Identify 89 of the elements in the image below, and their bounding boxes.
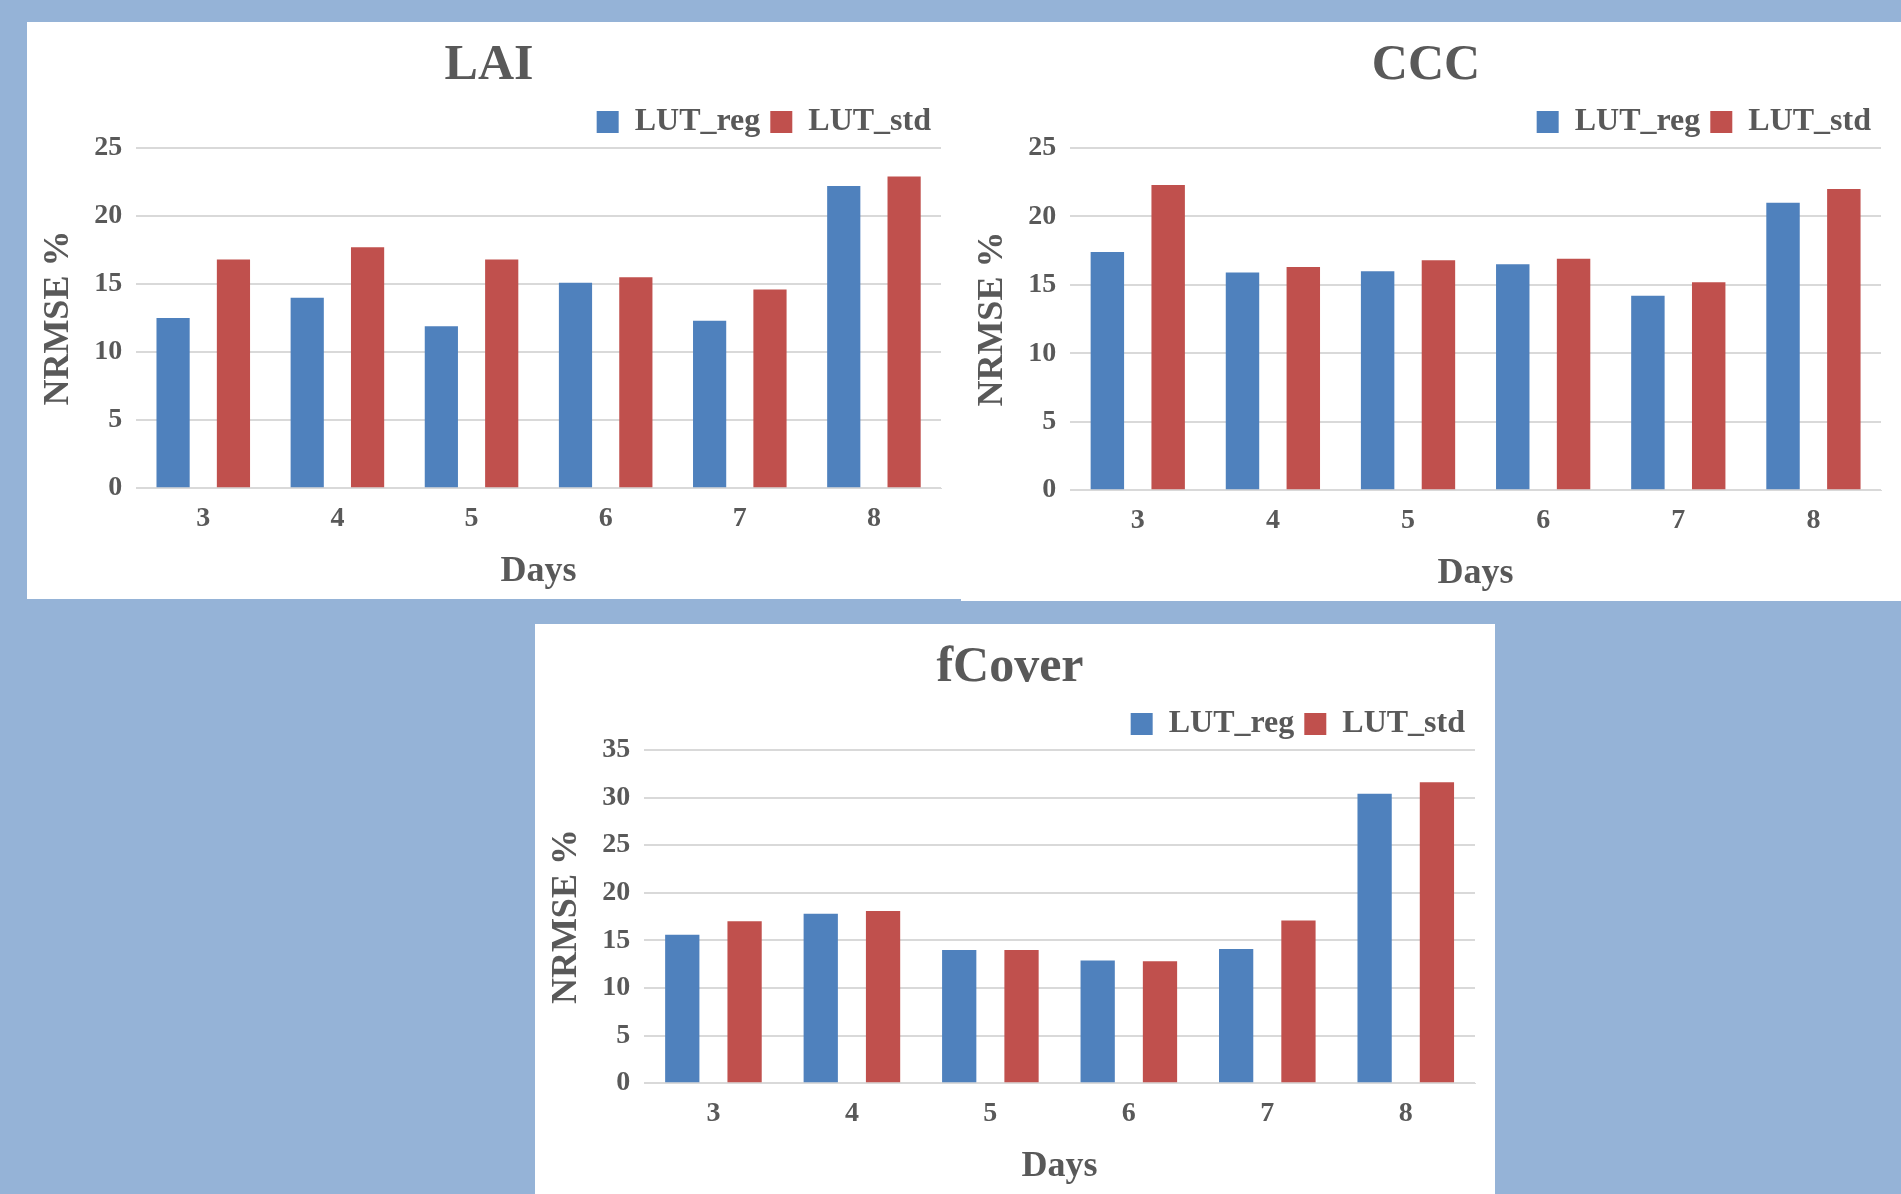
bar xyxy=(216,259,251,488)
x-tick-label: 6 xyxy=(1121,1096,1136,1128)
bar xyxy=(1080,960,1115,1083)
bar xyxy=(1421,260,1456,490)
bar xyxy=(156,318,190,488)
bar xyxy=(1691,282,1726,490)
bar xyxy=(1151,184,1185,490)
y-tick-label: 10 xyxy=(1028,335,1057,367)
x-tick-label: 7 xyxy=(1260,1096,1275,1128)
bar xyxy=(1556,258,1591,490)
y-tick-label: 15 xyxy=(1028,267,1057,299)
y-tick-label: 0 xyxy=(616,1065,631,1097)
legend-label: LUT_reg xyxy=(1574,101,1701,138)
bar xyxy=(1219,948,1254,1083)
bar xyxy=(753,289,787,488)
y-axis-title: NRMSE % xyxy=(969,231,1010,407)
x-tick-label: 5 xyxy=(1401,503,1416,535)
x-tick-label: 4 xyxy=(844,1096,859,1128)
x-axis-title: Days xyxy=(1437,550,1514,591)
bar xyxy=(1419,782,1455,1083)
x-tick-label: 4 xyxy=(330,501,345,533)
x-axis-title: Days xyxy=(1021,1143,1098,1184)
y-tick-label: 25 xyxy=(1028,130,1057,162)
x-tick-label: 6 xyxy=(1536,503,1551,535)
bar xyxy=(1496,264,1530,490)
bar xyxy=(803,913,838,1083)
legend-label: LUT_reg xyxy=(634,101,761,138)
bar xyxy=(1286,267,1321,490)
bar xyxy=(887,176,921,488)
chart-title: fCover xyxy=(936,635,1084,692)
y-axis-title: NRMSE % xyxy=(543,829,584,1005)
x-tick-label: 3 xyxy=(196,501,211,533)
x-axis-title: Days xyxy=(500,548,577,589)
x-tick-label: 3 xyxy=(706,1096,721,1128)
legend-label: LUT_std xyxy=(1748,101,1872,138)
y-tick-label: 15 xyxy=(94,266,123,298)
bar xyxy=(865,910,901,1083)
y-tick-label: 20 xyxy=(94,198,123,230)
bar xyxy=(942,949,977,1083)
y-tick-label: 30 xyxy=(602,779,631,811)
bar xyxy=(1357,793,1392,1083)
x-tick-label: 5 xyxy=(464,501,479,533)
y-tick-label: 20 xyxy=(1028,198,1057,230)
bar xyxy=(1281,920,1316,1083)
y-tick-label: 20 xyxy=(602,875,631,907)
bar xyxy=(665,934,700,1083)
bar xyxy=(1004,949,1039,1083)
x-tick-label: 7 xyxy=(732,501,747,533)
y-tick-label: 25 xyxy=(602,827,631,859)
bar xyxy=(350,247,385,488)
y-axis-title: NRMSE % xyxy=(35,230,76,406)
y-tick-label: 10 xyxy=(602,970,631,1002)
x-tick-label: 8 xyxy=(1806,503,1821,535)
bar xyxy=(693,320,727,488)
chart-title: LAI xyxy=(444,33,534,90)
y-tick-label: 10 xyxy=(94,334,123,366)
bar xyxy=(1142,961,1178,1083)
bar xyxy=(1360,271,1395,490)
x-tick-label: 8 xyxy=(1398,1096,1413,1128)
y-tick-label: 25 xyxy=(94,130,123,162)
y-tick-label: 15 xyxy=(602,922,631,954)
legend-label: LUT_std xyxy=(808,101,932,138)
bar xyxy=(1766,202,1800,490)
bar xyxy=(485,259,519,488)
x-tick-label: 8 xyxy=(866,501,881,533)
x-tick-label: 4 xyxy=(1265,503,1280,535)
y-tick-label: 5 xyxy=(108,402,123,434)
legend-label: LUT_std xyxy=(1342,703,1466,740)
x-tick-label: 6 xyxy=(598,501,613,533)
bar xyxy=(827,186,861,488)
bar xyxy=(619,277,653,488)
bar xyxy=(290,297,324,488)
legend-label: LUT_reg xyxy=(1168,703,1295,740)
bar xyxy=(1827,189,1861,490)
x-tick-label: 5 xyxy=(983,1096,998,1128)
y-tick-label: 0 xyxy=(108,470,123,502)
y-tick-label: 5 xyxy=(1042,403,1057,435)
chart-title: CCC xyxy=(1371,33,1481,90)
y-tick-label: 5 xyxy=(616,1017,631,1049)
y-tick-label: 0 xyxy=(1042,472,1057,504)
bar xyxy=(1090,252,1125,490)
y-tick-label: 35 xyxy=(602,732,631,764)
bar xyxy=(424,326,458,488)
bar xyxy=(1225,272,1260,490)
bar xyxy=(558,282,593,488)
x-tick-label: 3 xyxy=(1130,503,1145,535)
x-tick-label: 7 xyxy=(1671,503,1686,535)
bar xyxy=(727,921,762,1083)
bar xyxy=(1631,295,1665,490)
